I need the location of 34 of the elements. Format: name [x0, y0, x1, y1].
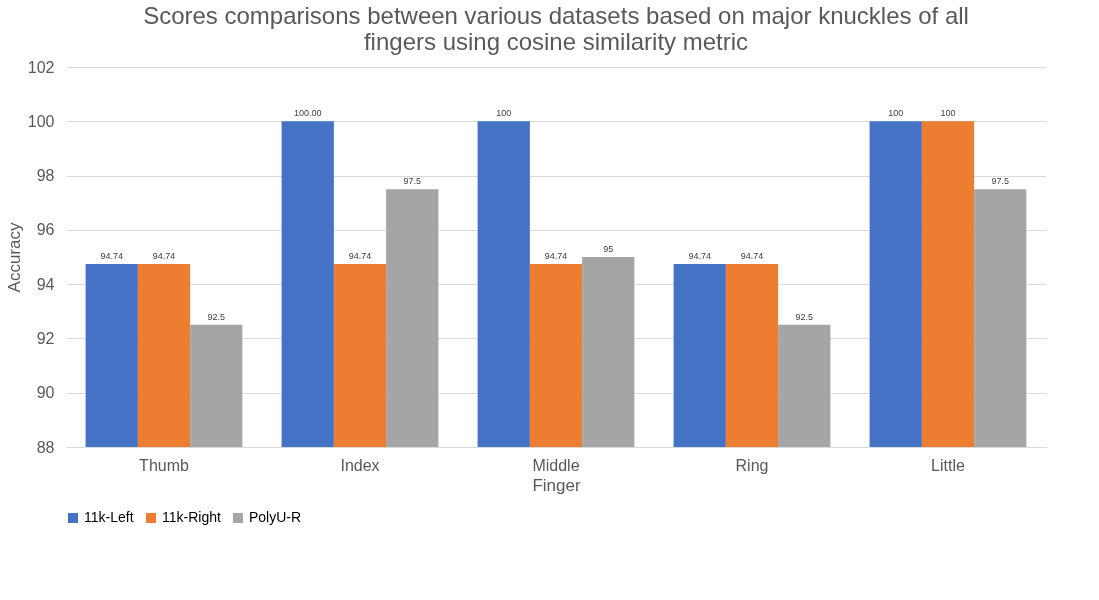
y-tick-label: 98: [36, 167, 55, 185]
y-tick-label: 88: [36, 438, 55, 456]
data-label: 100: [940, 108, 956, 119]
data-label: 94.74: [688, 251, 711, 262]
x-tick-label: Middle: [532, 456, 580, 474]
y-axis-title: Accuracy: [4, 222, 24, 293]
data-label: 100: [496, 108, 512, 119]
y-tick-label: 102: [27, 58, 55, 76]
data-label: 94.74: [544, 251, 568, 262]
x-tick-label: Little: [931, 456, 965, 474]
y-tick-label: 100: [27, 112, 55, 130]
data-label: 100.00: [293, 108, 322, 119]
legend-label: 11k-Right: [162, 509, 221, 525]
legend-label: PolyU-R: [249, 509, 302, 525]
data-label: 97.5: [991, 176, 1010, 187]
y-tick-label: 94: [36, 275, 55, 293]
data-label: 94.74: [740, 251, 764, 262]
data-label: 92.5: [795, 311, 814, 322]
x-tick-label: Index: [340, 456, 380, 474]
x-tick-label: Thumb: [139, 456, 189, 474]
data-label: 94.74: [100, 251, 123, 262]
data-label: 94.74: [348, 251, 372, 262]
x-tick-label: Ring: [735, 456, 769, 474]
y-tick-label: 92: [36, 329, 55, 347]
data-label: 97.5: [403, 176, 422, 187]
data-label: 94.74: [152, 251, 176, 262]
data-label: 92.5: [207, 311, 226, 322]
data-label: 100: [888, 108, 904, 119]
x-axis-title: Finger: [532, 475, 581, 495]
chart-title: Scores comparisons between various datasets based on major knuckles of all fingers using cosine similarity metric: [143, 2, 969, 55]
y-tick-label: 90: [36, 384, 55, 402]
legend-label: 11k-Left: [84, 509, 134, 525]
y-tick-label: 96: [36, 221, 55, 239]
data-label: 95: [603, 244, 614, 254]
